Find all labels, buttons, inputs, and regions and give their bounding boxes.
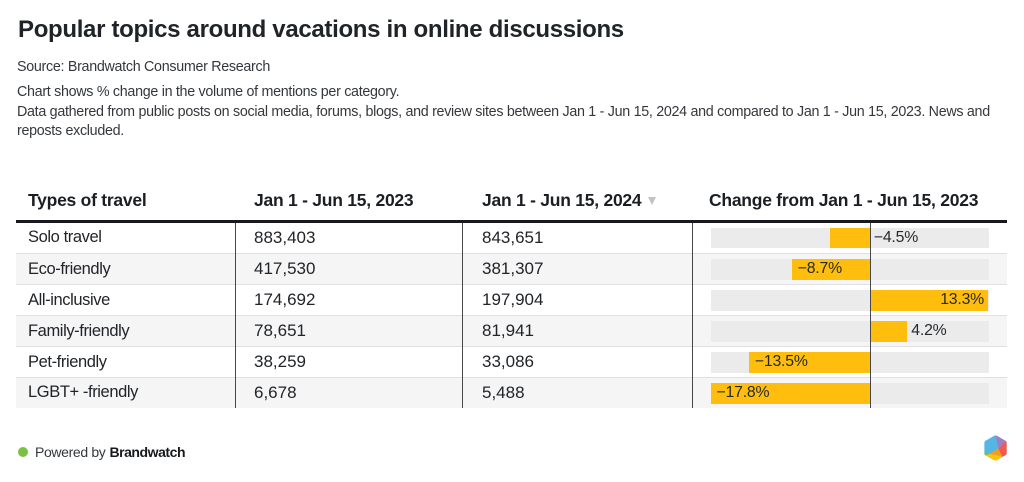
cell-travel-type: Family-friendly <box>28 321 130 340</box>
change-value-label: −8.7% <box>797 260 842 278</box>
column-header-2024[interactable]: Jan 1 - Jun 15, 2024 <box>462 190 692 220</box>
description-line-2: Data gathered from public posts on socia… <box>17 103 990 140</box>
source-note: Source: Brandwatch Consumer Research <box>17 59 271 76</box>
powered-by-note: Powered by Brandwatch <box>18 443 186 460</box>
cell-travel-type: LGBT+ -friendly <box>28 383 138 402</box>
cell-mentions-2024: 5,488 <box>482 382 525 402</box>
table-row: Family-friendly 78,651 81,941 4.2% <box>16 315 1007 347</box>
chart-description: Chart shows % change in the volume of me… <box>17 83 1009 142</box>
cell-mentions-2024: 197,904 <box>482 290 544 310</box>
change-value-label: 13.3% <box>940 291 984 309</box>
change-bar <box>711 382 870 404</box>
change-value-label: 4.2% <box>911 322 947 340</box>
cell-mentions-2023: 38,259 <box>254 352 306 371</box>
cell-mentions-2023: 6,678 <box>254 382 297 402</box>
column-separator-3 <box>692 222 693 408</box>
sort-desc-icon[interactable] <box>648 197 657 205</box>
cell-change-chart: −8.7% <box>692 254 1007 284</box>
table-row: Eco-friendly 417,530 381,307 −8.7% <box>16 253 1007 285</box>
table-row: LGBT+ -friendly 6,678 5,488 −17.8% <box>16 376 1007 408</box>
table-row: Solo travel 883,403 843,651 −4.5% <box>16 223 1007 254</box>
change-bar <box>792 259 870 281</box>
column-header-change: Change from Jan 1 - Jun 15, 2023 <box>709 189 979 210</box>
change-value-label: −13.5% <box>754 353 808 371</box>
brandwatch-logo-icon <box>983 435 1007 461</box>
brandwatch-wordmark: Brandwatch <box>109 443 186 460</box>
change-bar <box>829 227 870 249</box>
page-title: Popular topics around vacations in onlin… <box>18 15 624 43</box>
cell-mentions-2024: 33,086 <box>482 352 534 371</box>
cell-mentions-2023: 174,692 <box>254 290 316 310</box>
change-bar <box>869 321 908 343</box>
column-header-2023: Jan 1 - Jun 15, 2023 <box>254 189 414 210</box>
cell-travel-type: Solo travel <box>28 228 102 247</box>
bar-track <box>711 321 989 343</box>
change-bar <box>869 290 989 312</box>
cell-change-chart: 13.3% <box>692 285 1007 315</box>
cell-travel-type: All-inclusive <box>28 290 110 309</box>
change-value-label: −4.5% <box>873 228 919 246</box>
cell-change-chart: −4.5% <box>692 223 1007 254</box>
description-line-1: Chart shows % change in the volume of me… <box>17 84 400 100</box>
table-row: All-inclusive 174,692 197,904 13.3% <box>16 284 1007 315</box>
cell-change-chart: −13.5% <box>692 347 1007 377</box>
cell-change-chart: 4.2% <box>692 316 1007 346</box>
cell-mentions-2023: 417,530 <box>254 259 316 279</box>
table-header-row: Types of travel Jan 1 - Jun 15, 2023 Jan… <box>16 185 1007 223</box>
data-table: Types of travel Jan 1 - Jun 15, 2023 Jan… <box>16 185 1007 408</box>
cell-mentions-2024: 843,651 <box>482 227 544 247</box>
green-dot-icon <box>18 446 28 457</box>
cell-mentions-2024: 381,307 <box>482 259 544 279</box>
change-value-label: −17.8% <box>716 383 770 401</box>
cell-travel-type: Pet-friendly <box>28 352 107 371</box>
table-body: Solo travel 883,403 843,651 −4.5% Eco-friend… <box>16 222 1007 408</box>
powered-by-text: Powered by <box>35 443 106 460</box>
column-separator-2 <box>462 222 463 408</box>
cell-travel-type: Eco-friendly <box>28 259 111 278</box>
change-bar <box>749 352 870 373</box>
column-separator-1 <box>235 222 236 408</box>
column-header-2024-label: Jan 1 - Jun 15, 2024 <box>482 189 642 210</box>
cell-mentions-2023: 883,403 <box>254 227 316 247</box>
column-header-types-of-travel: Types of travel <box>28 189 147 210</box>
chart-zero-axis-line <box>869 222 871 408</box>
cell-change-chart: −17.8% <box>692 378 1007 408</box>
cell-mentions-2024: 81,941 <box>482 321 534 341</box>
table-row: Pet-friendly 38,259 33,086 −13.5% <box>16 346 1007 377</box>
cell-mentions-2023: 78,651 <box>254 321 306 341</box>
